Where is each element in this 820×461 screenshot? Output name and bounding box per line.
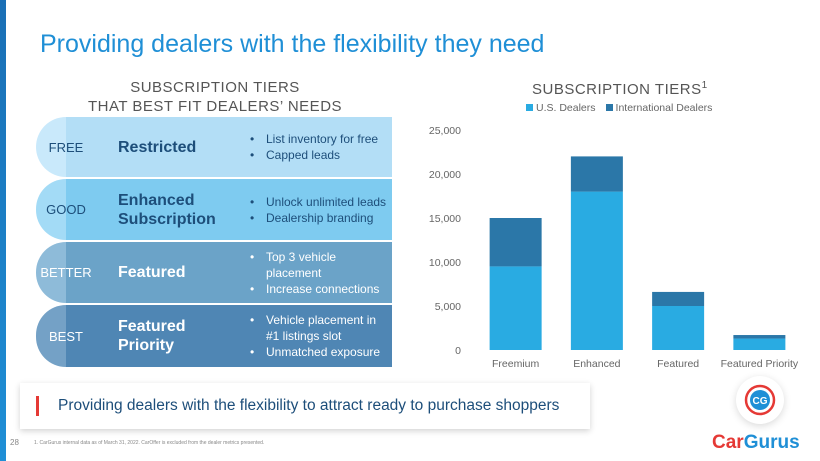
legend-label: International Dealers	[615, 102, 713, 114]
chart-title-footnote-mark: 1	[701, 80, 708, 91]
x-tick-label: Enhanced	[573, 358, 620, 370]
legend-swatch	[526, 104, 533, 111]
legend-label: U.S. Dealers	[536, 102, 596, 114]
banner-accent-mark	[36, 396, 39, 416]
tier-name-line: Featured	[118, 318, 186, 335]
tier-bullets: Unlock unlimited leads Dealership brandi…	[250, 179, 386, 240]
tier-level: GOOD	[46, 202, 86, 217]
stacked-bar-chart: 0 5,000 10,000 15,000 20,000 25,000 Freemium En…	[429, 125, 799, 370]
bar-international	[652, 291, 705, 306]
tier-bullet: Top 3 vehicle placement	[250, 249, 392, 281]
legend-item-us: U.S. Dealers	[526, 102, 596, 114]
badge-text: CG	[753, 396, 768, 407]
tier-bullet: Unmatched exposure	[250, 344, 380, 360]
tier-level: FREE	[48, 139, 84, 155]
chart-title: SUBSCRIPTION TIERS1	[532, 80, 708, 98]
tier-level: BEST	[49, 328, 83, 344]
y-tick-label: 5,000	[435, 301, 461, 313]
tiers-heading-line2: THAT BEST FIT DEALERS’ NEEDS	[87, 98, 343, 115]
tier-name: Featured	[118, 264, 186, 281]
tier-bullets: Top 3 vehicle placement Increase connect…	[250, 242, 392, 303]
tier-name-line: Subscription	[118, 210, 216, 228]
y-tick-label: 0	[455, 345, 461, 357]
chart-title-text: SUBSCRIPTION TIERS	[532, 81, 702, 98]
x-tick-label: Freemium	[492, 358, 540, 370]
wordmark-part: Gurus	[743, 432, 800, 453]
tier-bullet: Vehicle placement in	[250, 312, 380, 328]
tier-name: Restricted	[118, 138, 197, 156]
legend-swatch	[605, 104, 613, 111]
cargurus-badge-logo: CG	[736, 376, 784, 424]
tier-name-line: Priority	[118, 337, 175, 354]
page-title: Providing dealers with the flexibility t…	[40, 30, 545, 58]
tiers-heading-line1: SUBSCRIPTION TIERS	[130, 79, 300, 96]
banner-text: Providing dealers with the flexibility t…	[58, 397, 560, 414]
wordmark-part: Car	[712, 432, 744, 453]
cargurus-wordmark-logo: CarGurus	[712, 432, 800, 454]
tier-bullet: Increase connections	[250, 281, 392, 297]
tier-name: Enhanced Subscription	[118, 179, 216, 240]
y-tick-label: 15,000	[429, 213, 461, 225]
bar-us	[489, 266, 542, 350]
bar-international	[489, 218, 542, 267]
tiers-heading: SUBSCRIPTION TIERS THAT BEST FIT DEALERS…	[60, 78, 370, 116]
tier-bullet-continuation: #1 listings slot	[266, 329, 342, 343]
tagline-banner: Providing dealers with the flexibility t…	[20, 383, 590, 429]
tier-best: BEST Featured Priority Vehicle placement…	[36, 305, 392, 367]
x-tick-label: Featured	[657, 358, 699, 370]
bar-us	[733, 338, 786, 350]
tier-level: BETTER	[40, 265, 92, 280]
bar-international	[570, 156, 623, 192]
y-tick-label: 10,000	[429, 257, 461, 269]
bar-us	[652, 306, 705, 350]
left-accent-bar	[0, 0, 6, 461]
tier-bullets: Vehicle placement in #1 listings slot Un…	[250, 305, 380, 367]
tier-better: BETTER Featured Top 3 vehicle placement …	[36, 242, 392, 303]
tier-good: GOOD Enhanced Subscription Unlock unlimi…	[36, 179, 392, 240]
tier-bullets: List inventory for free Capped leads	[250, 117, 378, 177]
tier-name: Featured Priority	[118, 305, 186, 367]
tier-name-line: Enhanced	[118, 191, 195, 209]
tier-free: FREE Restricted List inventory for free …	[36, 117, 392, 177]
y-tick-label: 25,000	[429, 125, 461, 137]
page-number: 28	[10, 438, 19, 447]
tier-bullet: Capped leads	[250, 147, 378, 163]
bar-international	[733, 335, 786, 339]
x-tick-label: Featured Priority	[721, 358, 799, 370]
y-tick-label: 20,000	[429, 169, 461, 181]
tier-bullet: Dealership branding	[250, 210, 386, 226]
legend-item-international: International Dealers	[605, 102, 713, 114]
tier-bullet: List inventory for free	[250, 131, 378, 147]
chart-legend: U.S. Dealers International Dealers	[526, 102, 712, 114]
bar-us	[570, 191, 623, 350]
tier-bullet: Unlock unlimited leads	[250, 194, 386, 210]
footnote: 1. CarGurus internal data as of March 31…	[34, 440, 265, 446]
